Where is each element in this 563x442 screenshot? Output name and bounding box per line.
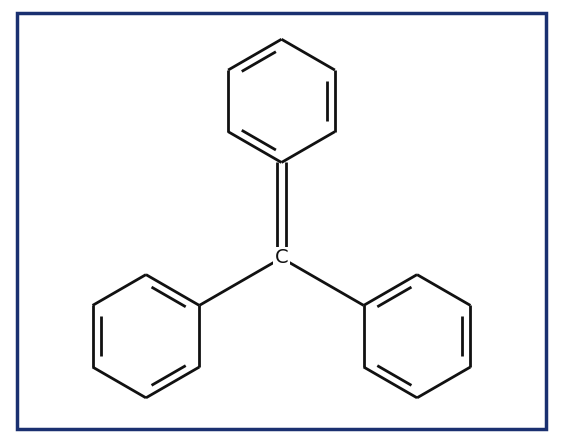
Text: C: C	[275, 248, 288, 267]
